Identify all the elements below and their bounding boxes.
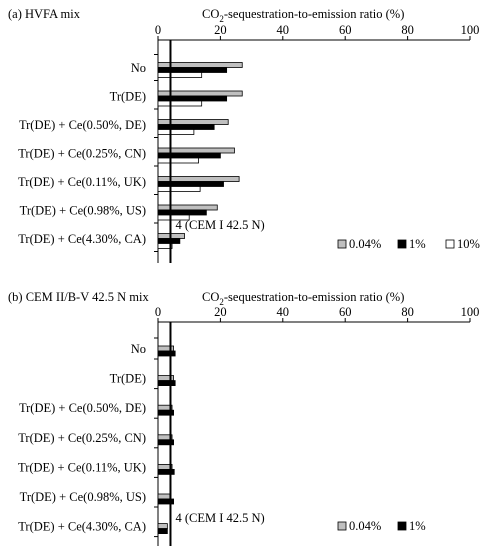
legend: 0.04% 1% 10% bbox=[337, 237, 480, 251]
x-tick-label: 20 bbox=[214, 23, 227, 37]
bar bbox=[157, 468, 175, 475]
bar bbox=[157, 100, 203, 107]
bar bbox=[157, 380, 176, 387]
category-label: Tr(DE) + Ce(4.30%, CA) bbox=[18, 232, 146, 246]
bar bbox=[157, 157, 199, 164]
x-tick-label: 20 bbox=[214, 305, 227, 319]
legend-label: 1% bbox=[409, 237, 426, 251]
bar bbox=[157, 124, 215, 130]
x-tick-label: 0 bbox=[155, 23, 161, 37]
legend-swatch bbox=[445, 239, 455, 249]
bar bbox=[157, 528, 168, 534]
panel-label: (a) HVFA mix bbox=[8, 7, 81, 21]
legend: 0.04% 1% bbox=[337, 519, 426, 533]
category-label: Tr(DE) + Ce(0.25%, CN) bbox=[18, 431, 146, 445]
bar bbox=[157, 523, 168, 529]
x-tick-label: 60 bbox=[339, 23, 352, 37]
bar bbox=[157, 439, 174, 446]
panel-label: (b) CEM II/B-V 42.5 N mix bbox=[8, 290, 149, 304]
bar bbox=[157, 147, 235, 154]
category-label: Tr(DE) + Ce(0.25%, CN) bbox=[18, 147, 146, 161]
x-tick-label: 0 bbox=[155, 305, 161, 319]
bar bbox=[157, 214, 190, 221]
category-label: Tr(DE) bbox=[110, 372, 146, 386]
category-label: No bbox=[131, 342, 146, 356]
x-tick-label: 100 bbox=[461, 23, 480, 37]
x-tick-label: 60 bbox=[339, 305, 352, 319]
category-label: No bbox=[131, 61, 146, 75]
bar bbox=[157, 409, 174, 416]
x-tick-label: 100 bbox=[461, 305, 480, 319]
x-tick-label: 80 bbox=[401, 23, 414, 37]
legend-swatch bbox=[397, 239, 407, 249]
axis-title: CO2-sequestration-to-emission ratio (%) bbox=[202, 290, 404, 307]
x-tick-label: 40 bbox=[277, 23, 290, 37]
category-label: Tr(DE) + Ce(0.98%, US) bbox=[20, 204, 146, 218]
reference-line-label: 4 (CEM I 42.5 N) bbox=[175, 218, 264, 232]
bar bbox=[157, 209, 207, 216]
x-tick-label: 40 bbox=[277, 305, 290, 319]
axis-title: CO2-sequestration-to-emission ratio (%) bbox=[202, 7, 404, 24]
chart-panel-2: (b) CEM II/B-V 42.5 N mix CO2-sequestrati… bbox=[8, 290, 479, 546]
bar bbox=[157, 119, 229, 125]
bar bbox=[157, 129, 195, 135]
legend-label: 10% bbox=[457, 237, 480, 251]
category-label: Tr(DE) + Ce(0.98%, US) bbox=[20, 490, 146, 504]
legend-label: 0.04% bbox=[349, 237, 381, 251]
legend-label: 1% bbox=[409, 519, 426, 533]
bar bbox=[157, 350, 176, 357]
category-label: Tr(DE) + Ce(0.11%, UK) bbox=[18, 175, 146, 189]
x-tick-label: 80 bbox=[401, 305, 414, 319]
bar bbox=[157, 204, 218, 211]
legend-label: 0.04% bbox=[349, 519, 381, 533]
category-label: Tr(DE) + Ce(0.50%, DE) bbox=[19, 118, 146, 132]
category-label: Tr(DE) bbox=[110, 90, 146, 104]
bar bbox=[157, 498, 174, 505]
legend-swatch bbox=[397, 521, 407, 531]
category-label: Tr(DE) + Ce(0.50%, DE) bbox=[19, 401, 146, 415]
bar bbox=[157, 95, 228, 102]
bar bbox=[157, 67, 228, 73]
reference-line-label: 4 (CEM I 42.5 N) bbox=[175, 511, 264, 525]
chart-panel-1: (a) HVFA mix CO2-sequestration-to-emissio… bbox=[8, 7, 480, 263]
category-label: Tr(DE) + Ce(4.30%, CA) bbox=[18, 520, 146, 534]
category-label: Tr(DE) + Ce(0.11%, UK) bbox=[18, 460, 146, 474]
bar bbox=[157, 72, 203, 78]
bar bbox=[157, 181, 224, 187]
bar bbox=[157, 186, 201, 192]
bar bbox=[157, 243, 173, 249]
bar bbox=[157, 238, 181, 244]
bar bbox=[157, 493, 171, 500]
legend-swatch bbox=[337, 239, 347, 249]
legend-swatch bbox=[337, 521, 347, 531]
bar bbox=[157, 152, 221, 159]
